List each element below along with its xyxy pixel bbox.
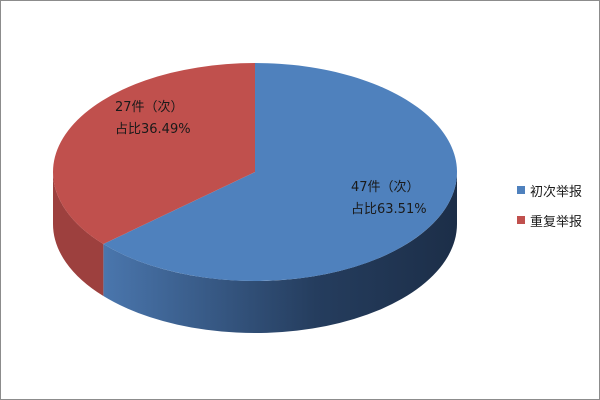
legend-label: 初次举报 [530,184,583,200]
data-label-share: 占比63.51% [351,202,427,217]
legend-label: 重复举报 [530,214,583,230]
slice-repeat-report [53,63,255,245]
slice-first-report-side [103,172,457,334]
data-label-count: 47件（次） [351,180,420,195]
legend-swatch [517,186,525,194]
data-label-first: 47件（次） 占比63.51% [351,177,427,221]
slice-repeat-report-side [53,172,104,297]
data-label-count: 27件（次） [115,100,184,115]
data-label-repeat: 27件（次） 占比36.49% [115,97,191,141]
data-label-share: 占比36.49% [115,122,191,137]
slice-first-report [103,63,458,281]
legend-swatch [517,216,525,224]
legend-item-first: 初次举报 [517,175,582,205]
legend: 初次举报 重复举报 [517,175,582,235]
legend-item-repeat: 重复举报 [517,205,582,235]
